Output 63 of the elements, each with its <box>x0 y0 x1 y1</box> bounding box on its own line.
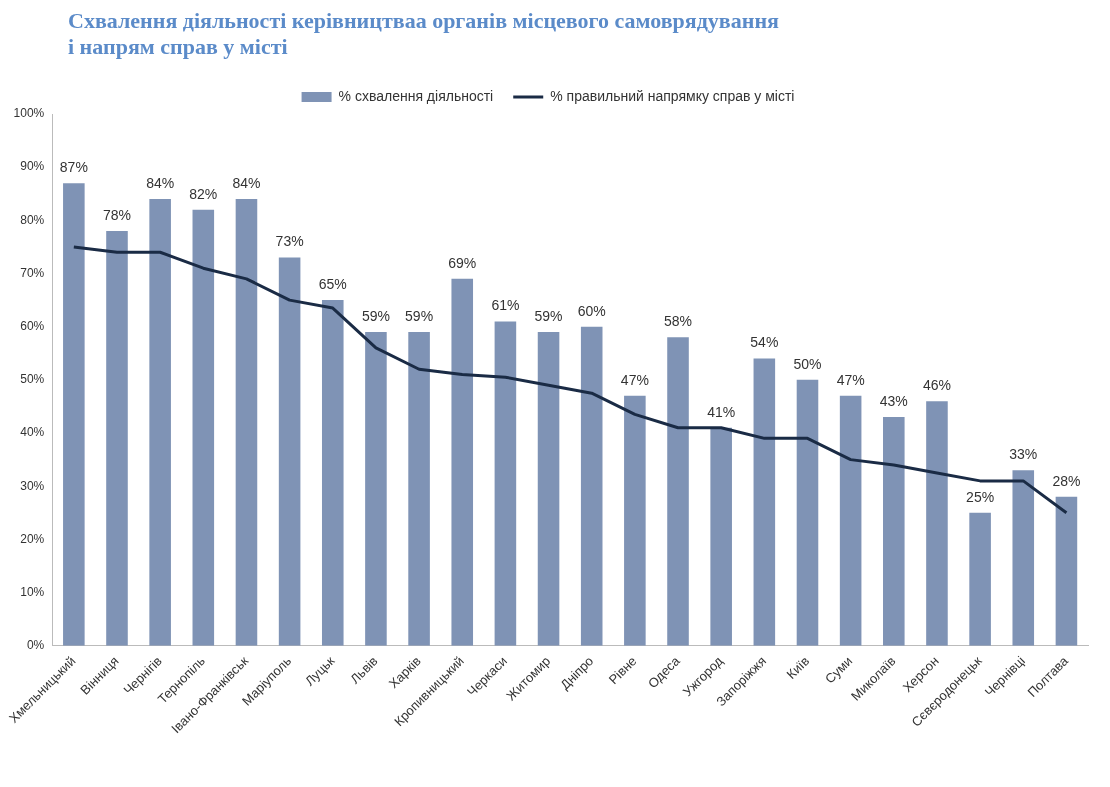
bar <box>839 395 862 646</box>
bar <box>451 278 474 646</box>
bar <box>1012 470 1035 646</box>
data-label: 50% <box>793 355 822 372</box>
bar <box>106 230 128 646</box>
bar <box>149 199 171 646</box>
bar <box>883 417 905 646</box>
bar <box>667 337 689 646</box>
data-label: 65% <box>318 275 347 292</box>
bar <box>365 332 387 646</box>
data-label: 82% <box>189 185 218 202</box>
data-label: 73% <box>275 233 304 250</box>
bar <box>1055 496 1078 646</box>
bar <box>408 332 430 646</box>
data-label: 47% <box>836 371 865 388</box>
data-label: 60% <box>577 302 606 319</box>
data-label: 28% <box>1052 472 1081 489</box>
data-label: 41% <box>707 403 736 420</box>
data-label: 47% <box>620 371 649 388</box>
bar <box>494 321 517 646</box>
data-label: 69% <box>448 254 477 271</box>
y-tick-label: 90% <box>20 159 45 174</box>
y-tick-label: 60% <box>20 319 45 334</box>
bar <box>710 427 732 646</box>
bar <box>796 379 819 646</box>
y-tick-label: 70% <box>20 265 45 280</box>
data-label: 25% <box>966 488 995 505</box>
y-tick-label: 50% <box>20 372 45 387</box>
y-tick-label: 10% <box>20 584 45 599</box>
y-tick-label: 100% <box>13 106 45 121</box>
y-tick-label: 40% <box>20 425 45 440</box>
bar <box>926 401 948 646</box>
data-label: 84% <box>232 174 261 191</box>
bar <box>580 326 603 646</box>
data-label: 59% <box>405 307 434 324</box>
legend-label: % правильний напрямку справ у місті <box>550 87 795 104</box>
chart-title: Схвалення діяльності керівництваа органів місцевого самоврядування і напрям справ у місті <box>68 8 780 60</box>
legend-label: % схвалення діяльності <box>338 87 494 104</box>
y-tick-label: 0% <box>26 638 45 653</box>
bar <box>537 332 560 646</box>
data-label: 78% <box>102 206 132 223</box>
data-label: 43% <box>879 392 908 409</box>
y-tick-label: 30% <box>20 478 45 493</box>
y-tick-label: 80% <box>20 212 45 227</box>
bar <box>969 512 991 646</box>
y-tick-label: 20% <box>20 531 45 546</box>
data-label: 54% <box>750 334 779 351</box>
data-label: 87% <box>59 158 88 175</box>
data-label: 46% <box>922 376 951 393</box>
data-label: 84% <box>146 174 175 191</box>
data-label: 59% <box>534 307 563 324</box>
x-tick-label: Київ <box>783 653 813 682</box>
bar <box>192 209 215 646</box>
data-label: 59% <box>361 307 390 324</box>
data-label: 58% <box>664 313 693 330</box>
bar <box>321 300 344 646</box>
bar <box>278 257 301 646</box>
bar <box>753 358 776 646</box>
bar <box>63 183 85 646</box>
bar <box>235 199 258 646</box>
bar <box>624 395 646 646</box>
data-label: 61% <box>491 297 520 314</box>
data-label: 33% <box>1009 446 1038 463</box>
